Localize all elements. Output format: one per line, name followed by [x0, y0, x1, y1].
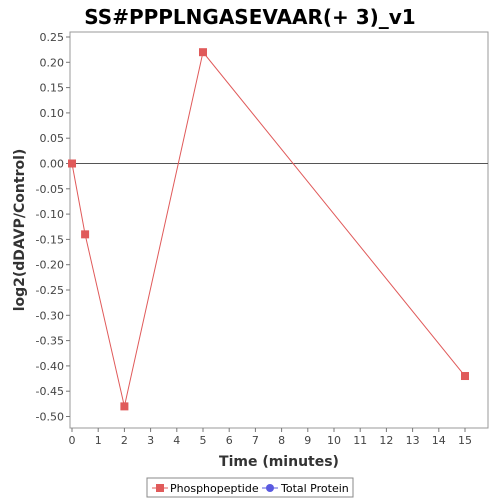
x-tick-label: 1: [95, 434, 102, 447]
x-tick-label: 4: [173, 434, 180, 447]
y-tick-label: -0.05: [36, 183, 64, 196]
chart-title: SS#PPPLNGASEVAAR(+ 3)_v1: [84, 5, 415, 29]
legend-box: [146, 477, 354, 498]
y-tick-label: 0.25: [40, 31, 65, 44]
x-axis-label: Time (minutes): [219, 454, 339, 470]
x-tick-label: 2: [121, 434, 128, 447]
x-tick-label: 7: [252, 434, 259, 447]
y-tick-label: 0.20: [40, 56, 65, 69]
x-axis: 0 1 2 3 4 5 6 7 8 9 10 11 12 13 14 15: [69, 428, 472, 447]
plot-area: [69, 31, 489, 429]
y-tick-label: -0.40: [36, 360, 64, 373]
x-tick-label: 13: [406, 434, 420, 447]
data-point: [461, 372, 469, 381]
x-tick-label: 8: [278, 434, 285, 447]
legend-label-total-protein: Total Protein: [280, 482, 349, 495]
legend-marker-phosphopeptide: [156, 484, 164, 492]
x-tick-label: 3: [147, 434, 154, 447]
x-tick-label: 15: [458, 434, 472, 447]
y-tick-label: -0.20: [36, 259, 64, 272]
y-tick-label: -0.15: [36, 233, 64, 246]
legend-label-phosphopeptide: Phosphopeptide: [170, 482, 259, 495]
data-point: [120, 402, 129, 411]
data-point: [81, 230, 90, 239]
x-tick-label: 12: [379, 434, 393, 447]
y-tick-label: 0.15: [40, 82, 65, 95]
legend: Phosphopeptide Total Protein: [146, 477, 354, 498]
x-tick-label: 0: [69, 434, 76, 447]
y-tick-label: -0.30: [36, 309, 64, 322]
x-tick-label: 10: [327, 434, 341, 447]
x-tick-label: 11: [353, 434, 367, 447]
x-tick-label: 14: [432, 434, 446, 447]
x-tick-label: 6: [226, 434, 233, 447]
y-tick-label: -0.25: [36, 284, 64, 297]
x-tick-label: 5: [200, 434, 207, 447]
y-tick-label: -0.45: [36, 385, 64, 398]
series-layer: [68, 48, 469, 411]
y-axis-label: log2(dDAVP/Control): [12, 149, 28, 312]
x-tick-label: 9: [304, 434, 311, 447]
y-tick-label: -0.10: [36, 208, 64, 221]
legend-marker-total-protein: [266, 484, 274, 492]
y-axis: 0.25 0.20 0.15 0.10 0.05 0.00 -0.05 -0.10 -0.15 -…: [36, 31, 70, 424]
y-tick-label: -0.50: [36, 411, 64, 424]
y-tick-label: 0.10: [40, 107, 65, 120]
y-tick-label: 0.00: [40, 158, 65, 171]
y-tick-label: 0.05: [40, 132, 65, 145]
y-tick-label: -0.35: [36, 335, 64, 348]
data-point: [68, 159, 76, 168]
data-point: [199, 48, 207, 57]
